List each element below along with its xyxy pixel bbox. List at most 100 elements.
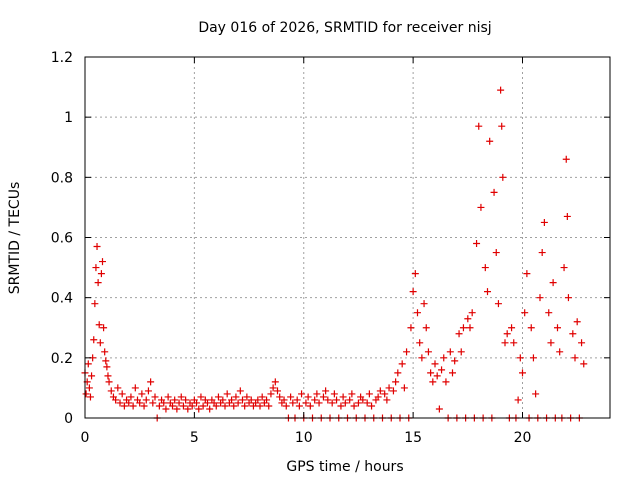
x-tick-label: 15 — [404, 430, 422, 446]
data-point — [337, 402, 345, 410]
data-point — [431, 360, 439, 368]
data-point — [234, 399, 242, 407]
data-point — [304, 393, 312, 401]
data-point — [179, 402, 187, 410]
data-point — [400, 384, 408, 392]
data-point — [112, 396, 120, 404]
data-point — [359, 396, 367, 404]
data-point — [348, 390, 356, 398]
data-point — [269, 384, 277, 392]
data-point — [97, 270, 105, 278]
data-point — [563, 212, 571, 220]
data-point — [295, 402, 303, 410]
data-point — [118, 390, 126, 398]
data-point — [94, 279, 102, 287]
data-point — [346, 396, 354, 404]
data-point — [330, 390, 338, 398]
data-point — [521, 309, 529, 317]
data-point — [420, 300, 428, 308]
y-tick-label: 0.6 — [51, 231, 73, 247]
data-point — [416, 339, 424, 347]
data-point — [86, 393, 94, 401]
data-point — [212, 402, 220, 410]
data-point — [223, 390, 231, 398]
data-point — [451, 357, 459, 365]
data-point — [239, 396, 246, 404]
data-point — [162, 405, 170, 413]
data-point — [562, 155, 570, 163]
data-point — [433, 372, 441, 380]
data-point — [142, 396, 150, 404]
data-point — [381, 390, 389, 398]
data-point — [464, 315, 472, 323]
data-point — [116, 399, 124, 407]
data-point — [549, 279, 557, 287]
data-point — [365, 390, 373, 398]
data-point — [82, 390, 90, 398]
data-point — [385, 384, 393, 392]
data-point — [383, 396, 391, 404]
data-point — [175, 399, 183, 407]
data-point — [214, 393, 222, 401]
data-point — [276, 393, 284, 401]
y-tick-label: 0.4 — [51, 291, 73, 307]
data-point — [392, 378, 400, 386]
data-point — [499, 173, 507, 181]
data-point — [293, 396, 301, 404]
data-point — [442, 378, 450, 386]
data-point — [206, 405, 214, 413]
data-point — [536, 294, 544, 302]
data-point — [274, 387, 281, 395]
data-point — [455, 330, 463, 338]
data-point — [418, 354, 426, 362]
data-point — [339, 393, 347, 401]
data-point — [147, 378, 155, 386]
data-point — [282, 402, 290, 410]
data-point — [407, 324, 415, 332]
data-point — [459, 324, 467, 332]
data-point — [149, 399, 157, 407]
y-tick-label: 1 — [64, 110, 73, 126]
data-point — [241, 402, 249, 410]
data-point — [350, 402, 358, 410]
data-point — [477, 203, 485, 211]
data-point — [510, 339, 518, 347]
data-point — [374, 393, 382, 401]
data-point — [538, 249, 546, 257]
data-point — [414, 309, 421, 317]
data-point — [438, 366, 446, 374]
data-point — [440, 354, 448, 362]
data-point — [100, 324, 108, 332]
y-tick-label: 1.2 — [51, 50, 73, 66]
data-point — [322, 387, 330, 395]
data-point — [315, 399, 323, 407]
data-point — [498, 122, 506, 130]
data-point — [105, 378, 113, 386]
data-point — [131, 384, 139, 392]
data-point — [144, 387, 152, 395]
data-point — [151, 393, 159, 401]
data-point — [481, 264, 489, 272]
data-point — [492, 249, 500, 257]
data-point — [289, 399, 297, 407]
data-point — [490, 188, 498, 196]
data-point — [177, 393, 185, 401]
data-point — [523, 270, 531, 278]
data-point — [554, 324, 561, 332]
data-point — [429, 378, 437, 386]
data-point — [95, 321, 103, 329]
data-point — [466, 324, 474, 332]
data-point — [120, 402, 128, 410]
data-point — [564, 294, 572, 302]
data-point — [569, 330, 577, 338]
data-point — [101, 348, 109, 356]
data-point — [84, 360, 92, 368]
axis-ticks: 0 5 10 15 20 0 0.2 0.4 0.6 0.8 1 1.2 — [51, 50, 610, 446]
y-axis-label: SRMTID / TECUs — [7, 182, 23, 295]
data-point — [354, 399, 362, 407]
data-point — [280, 396, 288, 404]
data-point — [508, 324, 516, 332]
data-point — [256, 402, 264, 410]
data-point — [93, 243, 101, 251]
data-point — [103, 363, 111, 371]
